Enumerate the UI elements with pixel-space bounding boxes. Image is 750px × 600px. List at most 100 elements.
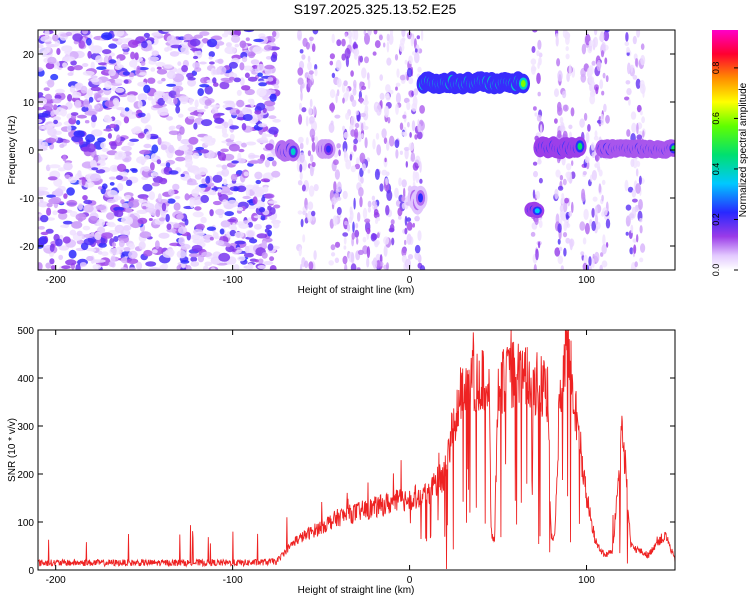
noise-blob (264, 159, 270, 168)
streak-blob (600, 252, 604, 257)
streak-blob (563, 247, 567, 257)
streak-blob (385, 84, 391, 93)
noise-blob (114, 209, 124, 218)
noise-blob (155, 91, 166, 96)
noise-blob (170, 39, 182, 44)
noise-blob (67, 65, 75, 72)
streak-blob (562, 90, 567, 99)
noise-blob (143, 143, 152, 149)
noise-blob (163, 94, 169, 102)
streak-blob (559, 174, 564, 181)
noise-blob (131, 111, 137, 115)
noise-blob (176, 213, 184, 220)
noise-blob (82, 63, 89, 67)
noise-blob (97, 186, 103, 190)
noise-blob (174, 195, 181, 200)
streak-blob (307, 201, 314, 210)
streak-blob (351, 99, 357, 108)
streak-blob (341, 38, 346, 47)
streak-blob (335, 93, 338, 104)
y-tick-label: 100 (17, 518, 34, 529)
noise-blob (103, 128, 113, 132)
noise-blob (57, 208, 68, 214)
noise-blob (273, 204, 281, 209)
noise-blob (257, 258, 264, 264)
streak-blob (372, 138, 376, 150)
streak-blob (384, 106, 390, 118)
noise-blob (173, 97, 178, 105)
noise-blob (193, 201, 200, 206)
noise-blob (116, 175, 123, 181)
noise-blob (70, 60, 77, 66)
streak-blob (538, 220, 543, 228)
noise-blob (177, 226, 188, 234)
streak-blob (566, 72, 570, 83)
streak-blob (336, 196, 342, 201)
streak-blob (353, 138, 358, 144)
noise-blob (65, 259, 77, 266)
colorbar-tick-label: 0.6 (711, 112, 721, 125)
noise-blob (59, 143, 65, 148)
noise-blob (168, 170, 179, 175)
streak-blob (580, 251, 585, 256)
noise-blob (148, 267, 161, 270)
noise-blob (243, 220, 250, 224)
colorbar (712, 30, 738, 270)
noise-blob (101, 232, 113, 239)
noise-blob (55, 88, 65, 94)
noise-blob (60, 108, 67, 117)
streak-blob (403, 187, 406, 198)
noise-blob (50, 110, 55, 117)
noise-blob (167, 189, 175, 196)
streak-blob (414, 48, 418, 53)
noise-blob (98, 62, 107, 66)
noise-blob (69, 229, 77, 236)
noise-blob (248, 205, 257, 210)
snr-series-line (38, 330, 675, 570)
noise-blob (56, 48, 61, 55)
noise-blob (252, 46, 263, 54)
noise-blob (112, 38, 119, 42)
noise-blob (272, 30, 277, 38)
streak-blob (360, 176, 364, 184)
noise-blob (97, 250, 103, 255)
streak-blob (411, 120, 416, 132)
noise-blob (203, 239, 211, 243)
y-tick-label: 300 (17, 422, 34, 433)
streak-blob (374, 168, 380, 180)
noise-blob (244, 72, 250, 79)
noise-blob (76, 230, 83, 237)
noise-blob (137, 132, 145, 139)
streak-blob (399, 74, 406, 81)
streak-blob (309, 166, 314, 177)
streak-blob (353, 79, 357, 89)
streak-blob (626, 46, 630, 53)
streak-blob (534, 112, 538, 117)
streak-blob (359, 55, 364, 63)
noise-blob (106, 198, 116, 204)
noise-blob (209, 209, 214, 217)
noise-blob (210, 256, 221, 265)
streak-blob (407, 121, 410, 128)
streak-blob (402, 114, 407, 119)
noise-blob (177, 113, 184, 118)
noise-blob (175, 81, 183, 86)
noise-blob (97, 137, 106, 143)
streak-blob (599, 79, 604, 90)
noise-blob (152, 249, 158, 254)
streak-blob (638, 175, 642, 185)
y-tick-label: -20 (20, 242, 35, 253)
noise-blob (201, 178, 206, 185)
streak-blob (350, 116, 356, 128)
noise-blob (204, 105, 209, 109)
streak-blob (597, 160, 600, 173)
streak-blob (603, 30, 610, 42)
streak-blob (361, 67, 367, 79)
noise-blob (219, 81, 230, 90)
streak-blob (312, 30, 319, 35)
streak-blob (591, 60, 596, 66)
streak-blob (372, 51, 377, 56)
streak-blob (364, 137, 368, 149)
noise-blob (178, 95, 190, 102)
noise-blob (94, 105, 100, 111)
